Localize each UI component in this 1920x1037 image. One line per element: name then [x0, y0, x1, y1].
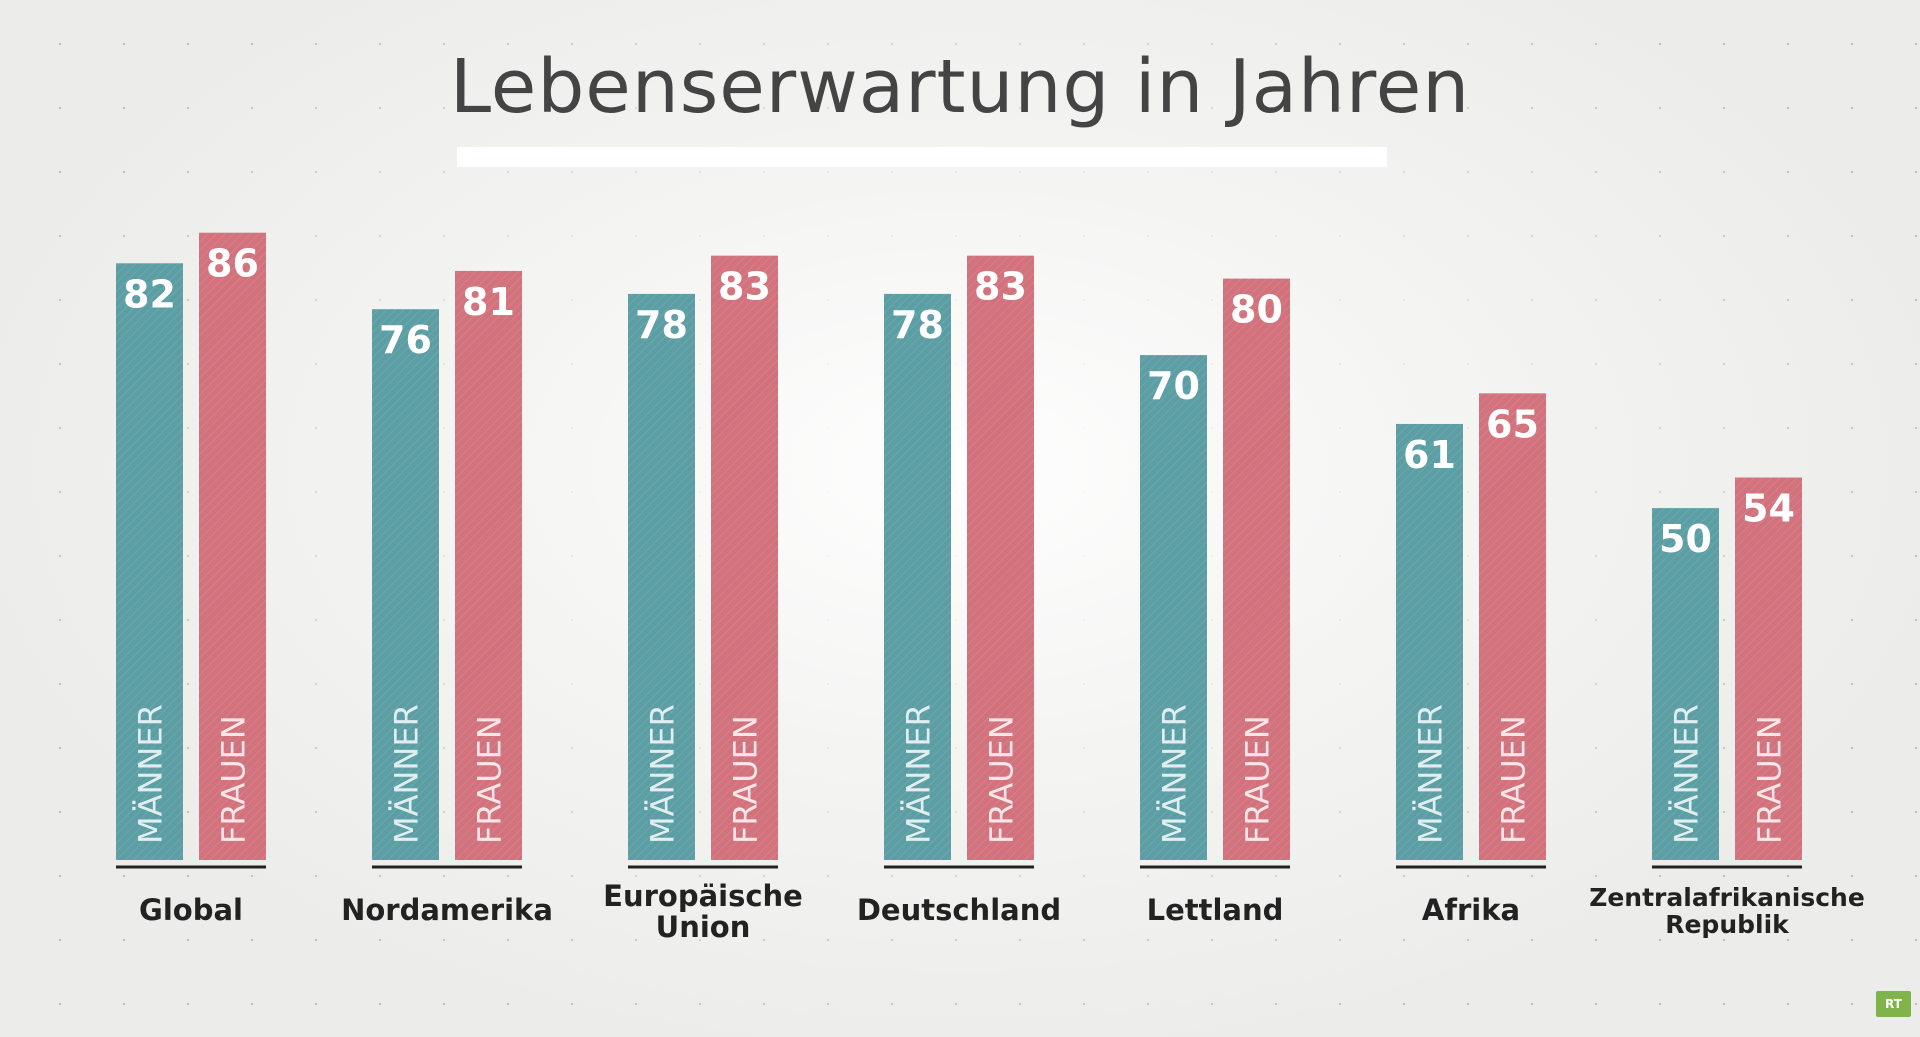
series-label-afrika-frauen: FRAUEN [1495, 715, 1533, 844]
bar-texture-afrika-frauen [1479, 393, 1546, 860]
series-label-deutschland-frauen: FRAUEN [983, 715, 1021, 844]
series-label-zentralafrikanische-republik-frauen: FRAUEN [1751, 715, 1789, 844]
bar-texture-nordamerika-maenner [372, 309, 439, 860]
value-label-global-frauen: 86 [206, 242, 259, 286]
value-label-nordamerika-frauen: 81 [462, 280, 515, 324]
category-label-lettland: Lettland [1147, 893, 1284, 927]
category-label-zentralafrikanische-republik: Zentralafrikanische Republik [1589, 883, 1865, 939]
bar-texture-global-frauen [199, 232, 266, 860]
series-label-lettland-frauen: FRAUEN [1239, 715, 1277, 844]
value-label-global-maenner: 82 [123, 272, 176, 316]
bar-texture-europäische-union-frauen [711, 255, 778, 860]
series-label-nordamerika-frauen: FRAUEN [471, 715, 509, 844]
bar-texture-lettland-maenner [1140, 355, 1207, 860]
value-label-afrika-frauen: 65 [1486, 402, 1539, 446]
category-label-europäische-union: Europäische Union [603, 879, 803, 944]
bar-texture-afrika-maenner [1396, 423, 1463, 860]
bar-texture-nordamerika-frauen [455, 270, 522, 860]
series-label-europäische-union-maenner: MÄNNER [644, 704, 682, 844]
series-label-global-maenner: MÄNNER [132, 704, 170, 844]
value-label-deutschland-frauen: 83 [974, 265, 1027, 309]
category-label-afrika: Afrika [1422, 893, 1520, 927]
chart-title: Lebenserwartung in Jahren [449, 44, 1471, 130]
value-label-deutschland-maenner: 78 [891, 303, 944, 347]
series-label-afrika-maenner: MÄNNER [1412, 704, 1450, 844]
value-label-lettland-maenner: 70 [1147, 364, 1200, 408]
title-underline [457, 147, 1387, 167]
series-label-deutschland-maenner: MÄNNER [900, 704, 938, 844]
bar-texture-zentralafrikanische-republik-maenner [1652, 508, 1719, 860]
category-label-global: Global [139, 893, 243, 927]
value-label-afrika-maenner: 61 [1403, 433, 1456, 477]
value-label-nordamerika-maenner: 76 [379, 318, 432, 362]
series-label-nordamerika-maenner: MÄNNER [388, 704, 426, 844]
rt-logo: RT [1876, 991, 1911, 1017]
value-label-europäische-union-frauen: 83 [718, 265, 771, 309]
bar-texture-europäische-union-maenner [628, 293, 695, 860]
series-label-lettland-maenner: MÄNNER [1156, 704, 1194, 844]
bars-layer: 82 MÄNNER 86 FRAUEN Global 76 MÄNNER 81 FRAUEN No… [116, 232, 1865, 944]
series-label-zentralafrikanische-republik-maenner: MÄNNER [1668, 704, 1706, 844]
value-label-zentralafrikanische-republik-maenner: 50 [1659, 517, 1712, 561]
category-label-nordamerika: Nordamerika [341, 893, 553, 927]
category-label-deutschland: Deutschland [857, 893, 1061, 927]
value-label-lettland-frauen: 80 [1230, 288, 1283, 332]
bar-texture-zentralafrikanische-republik-frauen [1735, 477, 1802, 860]
bar-texture-lettland-frauen [1223, 278, 1290, 861]
value-label-europäische-union-maenner: 78 [635, 303, 688, 347]
bar-texture-deutschland-frauen [967, 255, 1034, 860]
series-label-europäische-union-frauen: FRAUEN [727, 715, 765, 844]
value-label-zentralafrikanische-republik-frauen: 54 [1742, 487, 1795, 531]
series-label-global-frauen: FRAUEN [215, 715, 253, 844]
bar-texture-global-maenner [116, 263, 183, 860]
bar-texture-deutschland-maenner [884, 293, 951, 860]
